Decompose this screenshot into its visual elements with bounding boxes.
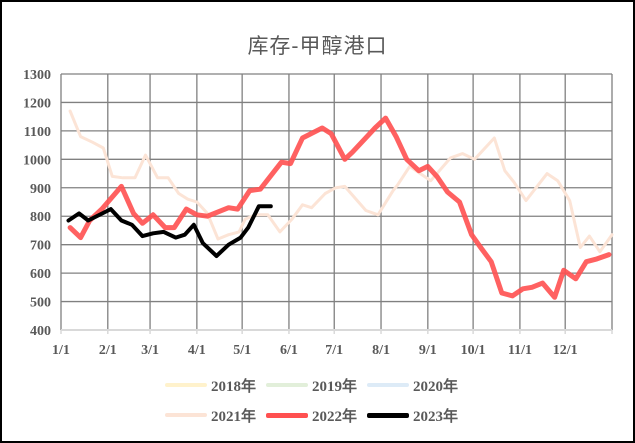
legend-row-2: 2021年 2022年 2023年 <box>165 400 485 430</box>
y-tick-label: 600 <box>30 267 51 282</box>
y-tick-label: 800 <box>30 210 51 225</box>
series-line-2022 <box>67 115 612 300</box>
series-lines <box>66 109 614 300</box>
legend-label-2022: 2022年 <box>312 408 358 425</box>
legend-label-2018: 2018年 <box>211 378 257 395</box>
legend-item-2018[interactable]: 2018年 <box>165 375 266 396</box>
legend-item-2021[interactable]: 2021年 <box>165 405 266 426</box>
x-tick-label: 3/1 <box>141 343 159 358</box>
y-tick-label: 1100 <box>24 125 51 140</box>
legend-label-2020: 2020年 <box>413 378 459 395</box>
x-tick-label: 7/1 <box>325 343 343 358</box>
legend-swatch-2018 <box>165 383 207 387</box>
legend-item-2023[interactable]: 2023年 <box>367 405 468 426</box>
x-tick-label: 6/1 <box>280 343 298 358</box>
chart-title: 库存-甲醇港口 <box>247 34 388 58</box>
x-tick-label: 12/1 <box>553 343 578 358</box>
y-tick-label: 1200 <box>23 96 51 111</box>
series-line-2023 <box>66 204 273 258</box>
legend-row-1: 2018年 2019年 2020年 <box>165 370 485 400</box>
legend-label-2023: 2023年 <box>413 408 459 425</box>
legend-item-2020[interactable]: 2020年 <box>367 375 468 396</box>
y-axis-ticks: 400 500 600 700 800 900 1000 1100 1200 1300 <box>23 68 51 339</box>
legend: 2018年 2019年 2020年 2021年 2022年 2023年 <box>165 370 485 430</box>
x-tick-label: 1/1 <box>52 343 70 358</box>
x-tick-label: 5/1 <box>233 343 251 358</box>
legend-swatch-2023 <box>367 412 409 418</box>
x-tick-label: 10/1 <box>461 343 486 358</box>
y-tick-label: 700 <box>30 239 51 254</box>
y-tick-label: 1300 <box>23 68 51 83</box>
x-tick-label: 2/1 <box>99 343 117 358</box>
legend-swatch-2020 <box>367 383 409 387</box>
gridlines <box>60 73 613 334</box>
y-tick-label: 400 <box>30 324 51 339</box>
x-tick-label: 8/1 <box>372 343 390 358</box>
series-line-2021 <box>68 109 614 254</box>
y-tick-label: 1000 <box>23 153 51 168</box>
y-tick-label: 500 <box>30 296 51 311</box>
legend-label-2019: 2019年 <box>312 378 358 395</box>
legend-swatch-2022 <box>266 412 308 418</box>
y-tick-label: 900 <box>30 182 51 197</box>
x-tick-label: 4/1 <box>188 343 206 358</box>
legend-item-2022[interactable]: 2022年 <box>266 405 367 426</box>
legend-item-2019[interactable]: 2019年 <box>266 375 367 396</box>
x-tick-label: 9/1 <box>419 343 437 358</box>
legend-swatch-2021 <box>165 413 207 417</box>
legend-label-2021: 2021年 <box>211 408 257 425</box>
x-axis-ticks: 1/1 2/1 3/1 4/1 5/1 6/1 7/1 8/1 9/1 10/1 11/1 12/1 <box>52 343 578 358</box>
x-tick-label: 11/1 <box>508 343 532 358</box>
legend-swatch-2019 <box>266 383 308 387</box>
